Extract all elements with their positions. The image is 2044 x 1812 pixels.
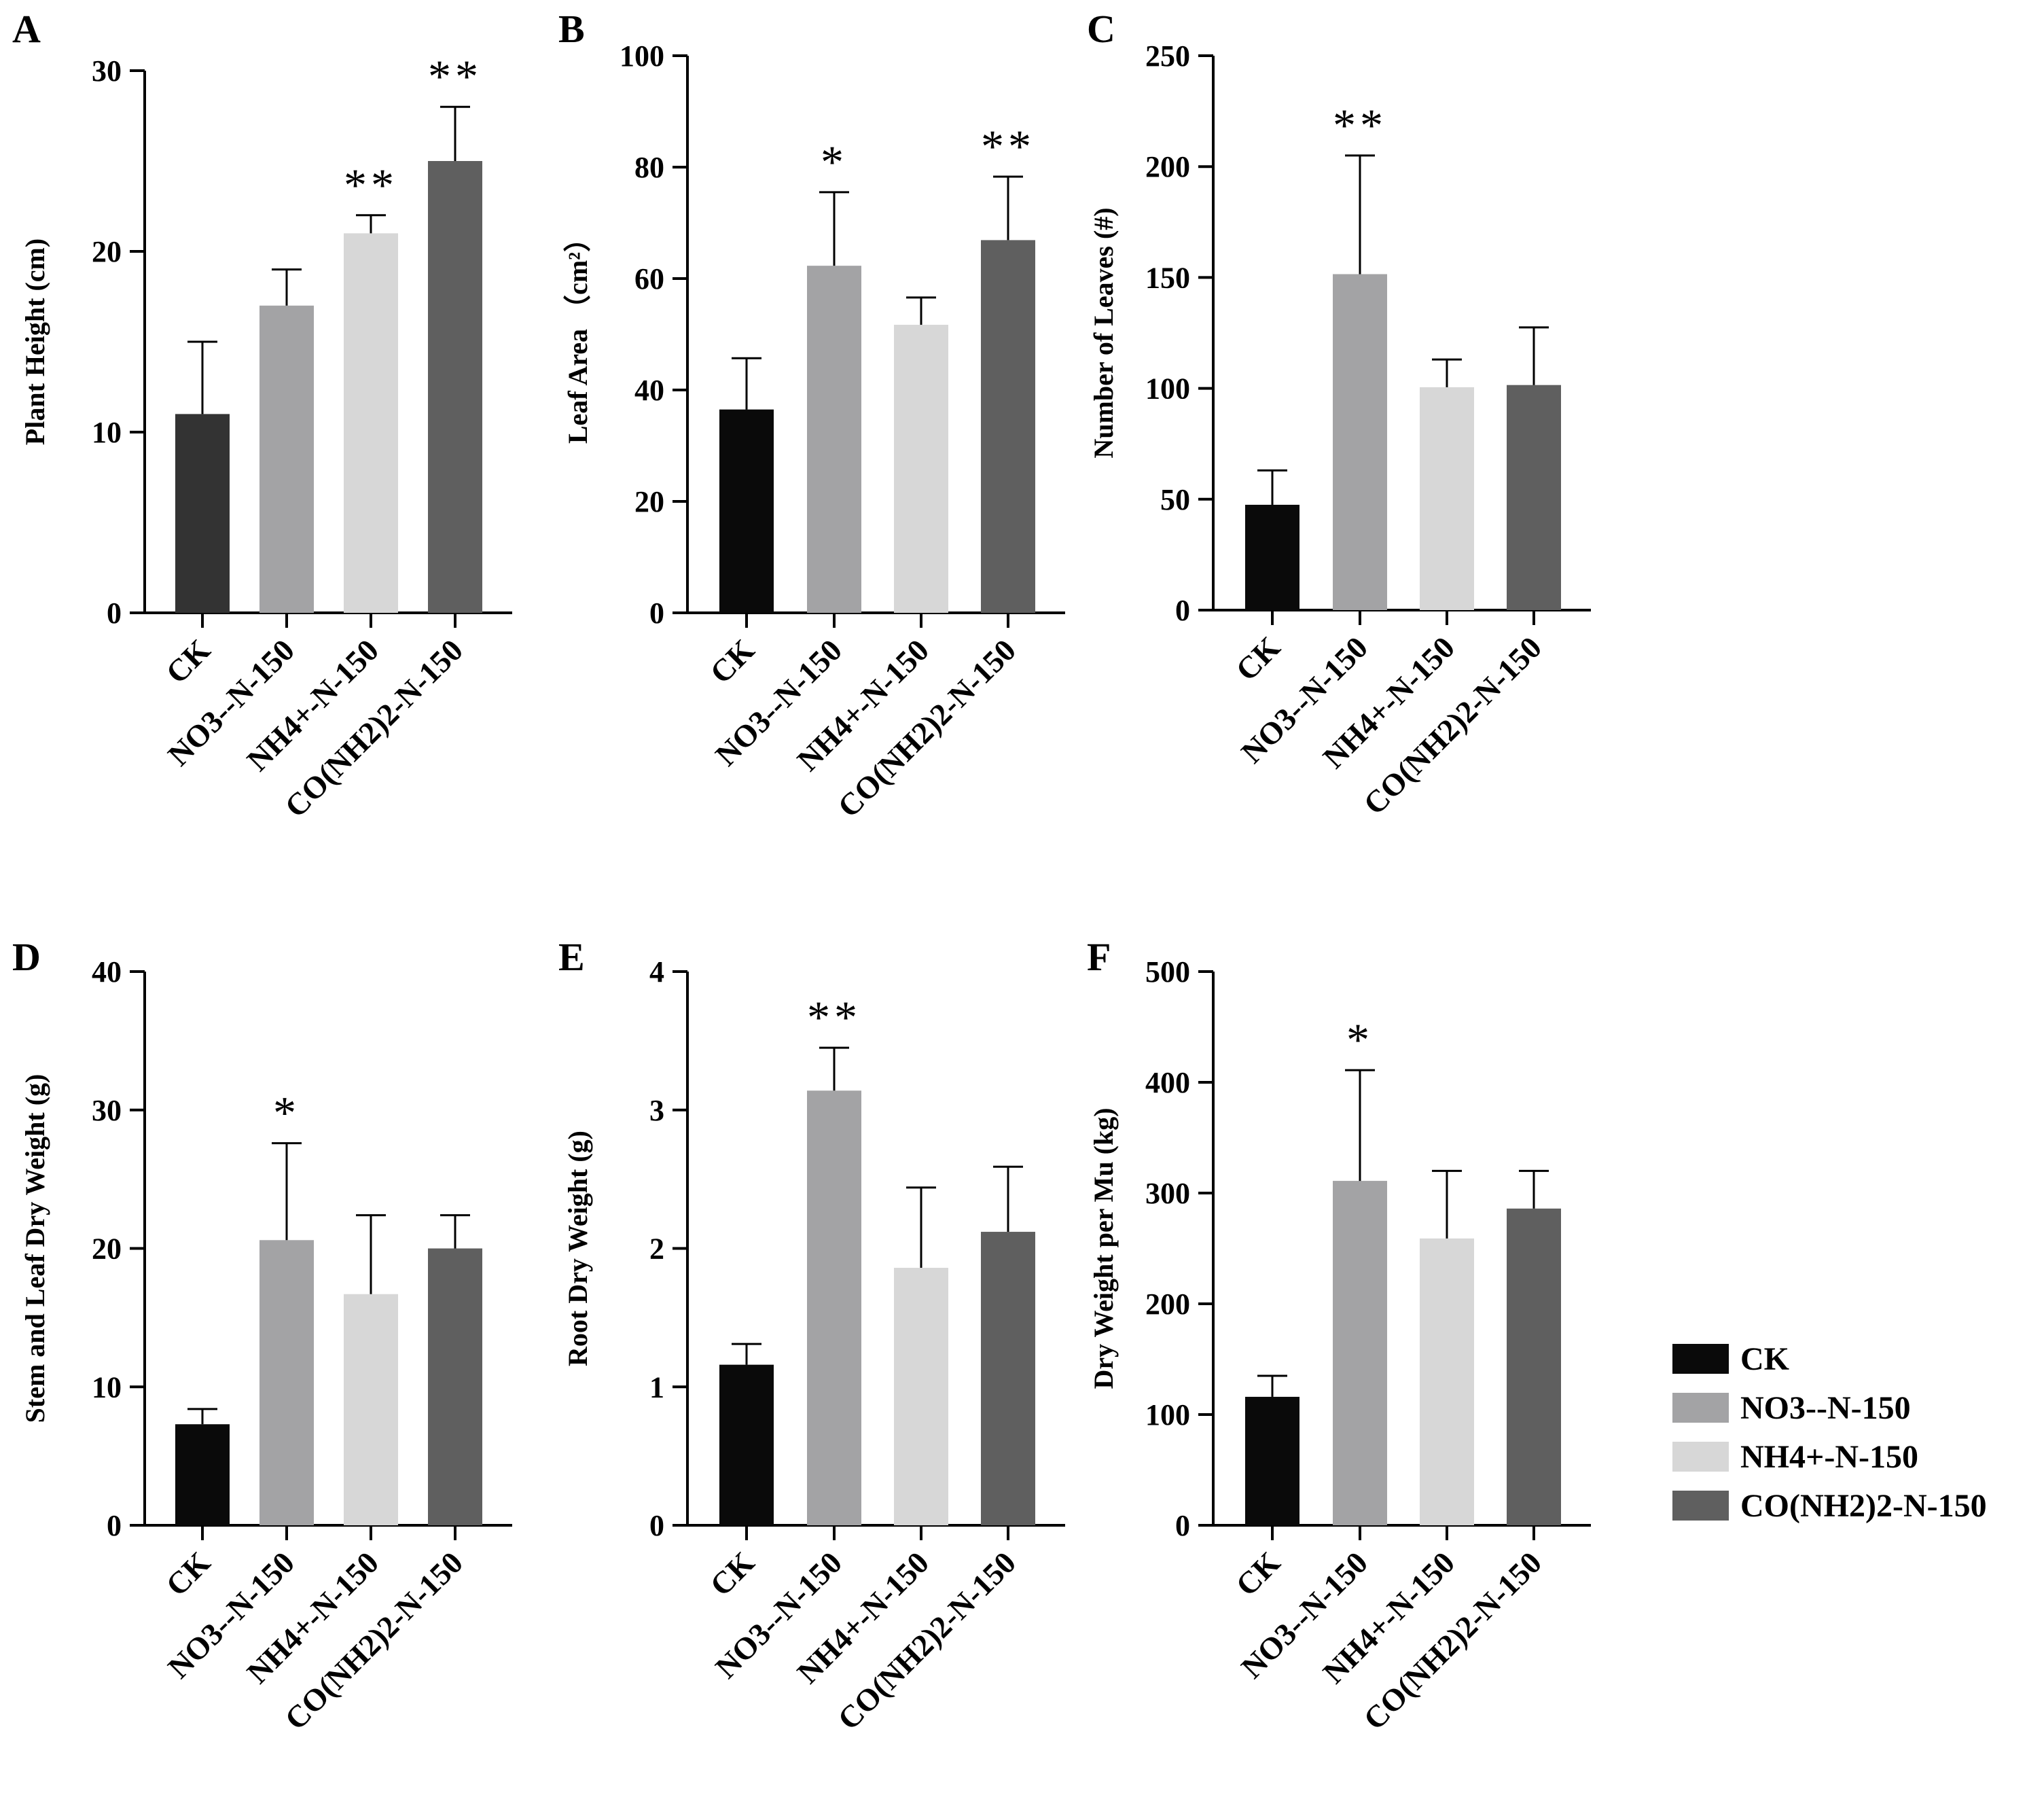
significance-marker: * bbox=[273, 1087, 300, 1139]
y-tick-label: 0 bbox=[649, 1509, 664, 1542]
bar-urea bbox=[981, 240, 1035, 613]
bar-urea bbox=[981, 1232, 1035, 1525]
legend-swatch-no3 bbox=[1672, 1393, 1729, 1423]
y-tick-label: 20 bbox=[634, 485, 664, 518]
y-tick-label: 0 bbox=[1175, 1509, 1190, 1542]
panel-letter: B bbox=[558, 7, 585, 51]
bar-ck bbox=[1245, 504, 1299, 610]
legend-label-urea: CO(NH2)2-N-150 bbox=[1740, 1488, 1987, 1524]
category-label-ck: CK bbox=[1229, 630, 1287, 688]
legend-swatch-nh4 bbox=[1672, 1442, 1729, 1472]
bar-urea bbox=[1507, 385, 1561, 610]
bar-no3 bbox=[807, 266, 861, 613]
y-tick-label: 20 bbox=[92, 1232, 122, 1266]
y-tick-label: 30 bbox=[92, 1094, 122, 1127]
significance-marker: * bbox=[1346, 1014, 1374, 1065]
legend-label-ck: CK bbox=[1740, 1341, 1789, 1377]
legend-label-no3: NO3--N-150 bbox=[1740, 1390, 1911, 1426]
bar-ck bbox=[1245, 1396, 1299, 1525]
bar-nh4 bbox=[344, 233, 398, 613]
y-tick-label: 2 bbox=[649, 1232, 664, 1266]
category-label-ck: CK bbox=[159, 633, 217, 690]
bar-nh4 bbox=[894, 1268, 948, 1525]
panel-letter: F bbox=[1087, 935, 1111, 979]
bar-nh4 bbox=[894, 325, 948, 613]
y-tick-label: 0 bbox=[649, 597, 664, 630]
panel-letter: E bbox=[558, 935, 585, 979]
y-tick-label: 0 bbox=[107, 597, 122, 630]
y-tick-label: 100 bbox=[1145, 372, 1190, 406]
bar-ck bbox=[175, 1424, 230, 1525]
bar-ck bbox=[719, 409, 774, 613]
significance-marker: * bbox=[821, 136, 848, 188]
y-tick-label: 150 bbox=[1145, 261, 1190, 294]
y-tick-label: 0 bbox=[107, 1509, 122, 1542]
significance-marker: ** bbox=[807, 991, 861, 1043]
y-axis-label: Root Dry Weight (g) bbox=[562, 1131, 593, 1366]
y-tick-label: 500 bbox=[1145, 955, 1190, 989]
y-axis-label: Leaf Area （cm²） bbox=[562, 225, 593, 444]
panel-letter: D bbox=[12, 935, 41, 979]
panel-letter: C bbox=[1087, 7, 1115, 51]
y-tick-label: 4 bbox=[649, 955, 664, 989]
y-tick-label: 10 bbox=[92, 1370, 122, 1404]
bar-nh4 bbox=[1420, 387, 1474, 610]
bar-no3 bbox=[259, 1240, 314, 1525]
significance-marker: ** bbox=[344, 159, 398, 211]
panel-c: C Number of Leaves (#) 0 50 100 150 200 250 CK **… bbox=[1087, 7, 1591, 821]
y-tick-label: 300 bbox=[1145, 1177, 1190, 1210]
bar-ck bbox=[719, 1364, 774, 1525]
legend: CK NO3--N-150 NH4+-N-150 CO(NH2)2-N-150 bbox=[1672, 1341, 1987, 1524]
bar-nh4 bbox=[1420, 1238, 1474, 1525]
y-axis-label: Number of Leaves (#) bbox=[1088, 207, 1119, 458]
legend-swatch-ck bbox=[1672, 1344, 1729, 1374]
y-tick-label: 30 bbox=[92, 54, 122, 88]
significance-marker: ** bbox=[1333, 99, 1387, 151]
bar-no3 bbox=[1333, 274, 1387, 610]
significance-marker: ** bbox=[981, 120, 1035, 172]
y-tick-label: 100 bbox=[620, 39, 664, 73]
bar-no3 bbox=[807, 1090, 861, 1525]
y-tick-label: 80 bbox=[634, 151, 664, 184]
panel-f: F Dry Weight per Mu (kg) 0 100 200 300 400 500 C… bbox=[1087, 935, 1591, 1737]
y-tick-label: 0 bbox=[1175, 594, 1190, 627]
panel-letter: A bbox=[12, 7, 41, 51]
panel-d: D Stem and Leaf Dry Weight (g) 0 10 20 30 40 CK… bbox=[12, 935, 512, 1737]
y-tick-label: 400 bbox=[1145, 1066, 1190, 1099]
y-axis-label: Dry Weight per Mu (kg) bbox=[1088, 1107, 1119, 1389]
bar-no3 bbox=[1333, 1181, 1387, 1525]
legend-swatch-urea bbox=[1672, 1491, 1729, 1521]
y-tick-label: 50 bbox=[1160, 483, 1190, 516]
y-tick-label: 100 bbox=[1145, 1398, 1190, 1432]
y-tick-label: 60 bbox=[634, 262, 664, 296]
category-label-ck: CK bbox=[159, 1545, 217, 1603]
y-tick-label: 10 bbox=[92, 416, 122, 449]
category-label-ck: CK bbox=[1229, 1545, 1287, 1603]
y-tick-label: 40 bbox=[634, 374, 664, 407]
bar-nh4 bbox=[344, 1294, 398, 1525]
bar-urea bbox=[1507, 1208, 1561, 1525]
bar-urea bbox=[428, 161, 482, 613]
bar-no3 bbox=[259, 305, 314, 613]
y-tick-label: 200 bbox=[1145, 1287, 1190, 1321]
significance-marker: ** bbox=[428, 50, 482, 102]
y-tick-label: 1 bbox=[649, 1370, 664, 1404]
bar-urea bbox=[428, 1248, 482, 1525]
legend-label-nh4: NH4+-N-150 bbox=[1740, 1439, 1918, 1475]
category-label-ck: CK bbox=[703, 1545, 761, 1603]
category-label-ck: CK bbox=[703, 633, 761, 690]
y-tick-label: 200 bbox=[1145, 150, 1190, 183]
y-axis-label: Stem and Leaf Dry Weight (g) bbox=[20, 1074, 50, 1423]
y-tick-label: 3 bbox=[649, 1094, 664, 1127]
y-axis-label: Plant Height (cm) bbox=[20, 238, 50, 445]
bar-ck bbox=[175, 414, 230, 613]
y-tick-label: 20 bbox=[92, 235, 122, 268]
y-tick-label: 250 bbox=[1145, 39, 1190, 73]
y-tick-label: 40 bbox=[92, 955, 122, 989]
